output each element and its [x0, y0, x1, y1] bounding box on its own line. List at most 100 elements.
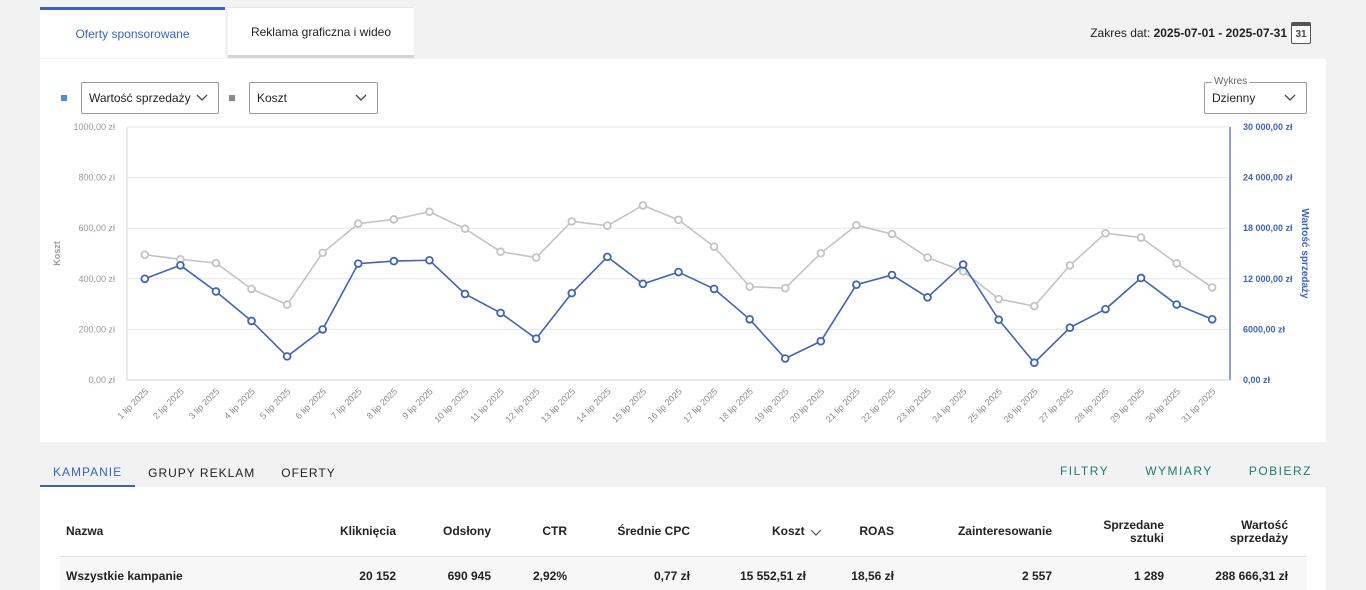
col-sold-units[interactable]: Sprzedane sztuki — [1103, 519, 1164, 545]
data-point-sales — [247, 316, 256, 326]
data-point-cost — [887, 229, 897, 239]
col-roas[interactable]: ROAS — [859, 524, 894, 538]
cell-name: Wszystkie kampanie — [66, 569, 183, 583]
data-point-sales — [460, 289, 470, 299]
col-cost-label: Koszt — [771, 524, 805, 538]
right-axis-tick-label: 18 000,00 zł — [1243, 223, 1293, 233]
cell-views: 690 945 — [447, 569, 491, 583]
tab-display-video[interactable]: Reklama graficzna i wideo — [228, 7, 414, 58]
tab-sponsored-offers[interactable]: Oferty sponsorowane — [40, 7, 225, 58]
data-point-cost — [211, 258, 221, 268]
campaigns-table: Nazwa Kliknięcia Odsłony CTR Średnie CPC… — [40, 487, 1326, 590]
data-point-sales — [1172, 300, 1181, 309]
cell-roas: 18,56 zł — [851, 569, 894, 583]
data-point-cost — [282, 300, 292, 309]
data-point-sales — [1065, 323, 1075, 333]
x-tick-label: 18 lip 2025 — [717, 386, 755, 424]
x-tick-label: 30 lip 2025 — [1144, 386, 1182, 424]
x-tick-label: 3 lip 2025 — [187, 386, 222, 421]
x-tick-label: 28 lip 2025 — [1073, 386, 1111, 424]
data-point-cost — [389, 215, 399, 224]
calendar-icon[interactable]: 31 — [1291, 22, 1311, 44]
cell-interest: 2 557 — [1021, 569, 1052, 583]
data-point-cost — [1136, 233, 1146, 242]
date-range-value: 2025-07-01 - 2025-07-31 — [1153, 26, 1287, 40]
col-clicks[interactable]: Kliknięcia — [339, 524, 396, 538]
data-point-cost — [140, 250, 150, 260]
col-ctr[interactable]: CTR — [542, 524, 567, 538]
chevron-down-icon — [355, 94, 367, 101]
x-tick-label: 14 lip 2025 — [575, 386, 613, 424]
x-tick-label: 6 lip 2025 — [293, 386, 328, 421]
table-tabs: KAMPANIE GRUPY REKLAM OFERTY — [40, 458, 349, 487]
right-axis-title: Wartość sprzedaży — [1299, 208, 1310, 299]
data-point-sales — [282, 352, 292, 361]
x-tick-label: 27 lip 2025 — [1037, 386, 1075, 424]
x-tick-label: 1 lip 2025 — [116, 386, 151, 421]
table-actions: FILTRY WYMIARY POBIERZ — [1060, 464, 1312, 478]
x-tick-label: 2 lip 2025 — [151, 386, 186, 421]
data-point-sales — [638, 279, 648, 289]
data-point-sales — [816, 336, 826, 346]
right-axis-tick-label: 30 000,00 zł — [1243, 122, 1293, 132]
data-point-sales — [425, 255, 434, 265]
tab-offers[interactable]: OFERTY — [281, 465, 336, 480]
x-tick-label: 11 lip 2025 — [468, 386, 506, 424]
data-point-cost — [780, 283, 790, 293]
x-tick-label: 12 lip 2025 — [503, 386, 541, 424]
data-point-sales — [211, 287, 221, 296]
left-axis-title: Koszt — [52, 241, 62, 266]
metric2-select[interactable]: Koszt — [249, 82, 378, 114]
data-point-cost — [353, 219, 363, 228]
data-point-cost — [923, 253, 932, 262]
tab-campaigns[interactable]: KAMPANIE — [40, 458, 136, 487]
table-row[interactable]: Wszystkie kampanie 20 152 690 945 2,92% … — [60, 558, 1307, 590]
data-point-cost — [852, 220, 861, 230]
right-axis-tick-label: 12 000,00 zł — [1243, 274, 1293, 284]
chart-period-label: Wykres — [1212, 76, 1250, 87]
data-point-cost — [531, 253, 541, 262]
x-tick-label: 13 lip 2025 — [539, 386, 577, 424]
x-tick-label: 29 lip 2025 — [1108, 386, 1146, 424]
metric1-select[interactable]: Wartość sprzedaży — [81, 82, 219, 114]
filters-button[interactable]: FILTRY — [1059, 464, 1110, 478]
metric2-select-value: Koszt — [257, 91, 288, 105]
col-cost[interactable]: Koszt — [772, 525, 822, 538]
data-point-sales — [887, 270, 897, 280]
data-point-sales — [1207, 314, 1217, 324]
data-point-sales — [531, 334, 541, 343]
metric1-select-value: Wartość sprzedaży — [89, 91, 191, 105]
x-tick-label: 17 lip 2025 — [681, 386, 719, 424]
data-point-cost — [1030, 301, 1039, 311]
table-header: Nazwa Kliknięcia Odsłony CTR Średnie CPC… — [60, 507, 1307, 557]
right-axis-tick-label: 0,00 zł — [1243, 375, 1271, 385]
left-axis-tick-label: 400,00 zł — [78, 274, 115, 284]
data-point-sales — [1101, 304, 1110, 314]
x-tick-label: 4 lip 2025 — [222, 386, 257, 421]
left-axis-tick-label: 1000,00 zł — [73, 122, 115, 132]
data-point-sales — [318, 325, 327, 334]
chart-period-select[interactable]: Wykres Dzienny — [1204, 76, 1307, 114]
data-point-cost — [1172, 259, 1181, 268]
col-views[interactable]: Odsłony — [442, 524, 491, 538]
date-range[interactable]: Zakres dat: 2025-07-01 - 2025-07-31 31 — [1090, 22, 1311, 44]
download-button[interactable]: POBIERZ — [1248, 464, 1312, 478]
dimensions-button[interactable]: WYMIARY — [1145, 464, 1213, 478]
chart-panel: Wartość sprzedaży Koszt Wykres Dzienny 0… — [40, 59, 1326, 442]
col-sales-value-line1: Wartość — [1241, 518, 1288, 532]
data-point-sales — [852, 280, 861, 290]
right-axis-tick-label: 24 000,00 zł — [1243, 173, 1293, 183]
tab-ad-groups[interactable]: GRUPY REKLAM — [148, 465, 256, 480]
data-point-sales — [1030, 358, 1039, 368]
col-name[interactable]: Nazwa — [66, 524, 104, 538]
sales-cost-chart: 0,00 zł 200,00 zł 400,00 zł 600,00 zł 800,00… — [52, 122, 1310, 425]
cell-avg-cpc: 0,77 zł — [653, 569, 690, 583]
cell-sold-units: 1 289 — [1133, 569, 1164, 583]
col-sales-value[interactable]: Wartość sprzedaży — [1230, 519, 1288, 545]
data-point-sales — [780, 354, 790, 363]
col-interest[interactable]: Zainteresowanie — [957, 524, 1052, 538]
x-tick-label: 16 lip 2025 — [646, 386, 684, 424]
data-point-cost — [994, 294, 1004, 304]
col-avg-cpc[interactable]: Średnie CPC — [617, 524, 690, 538]
data-point-sales — [958, 260, 968, 269]
